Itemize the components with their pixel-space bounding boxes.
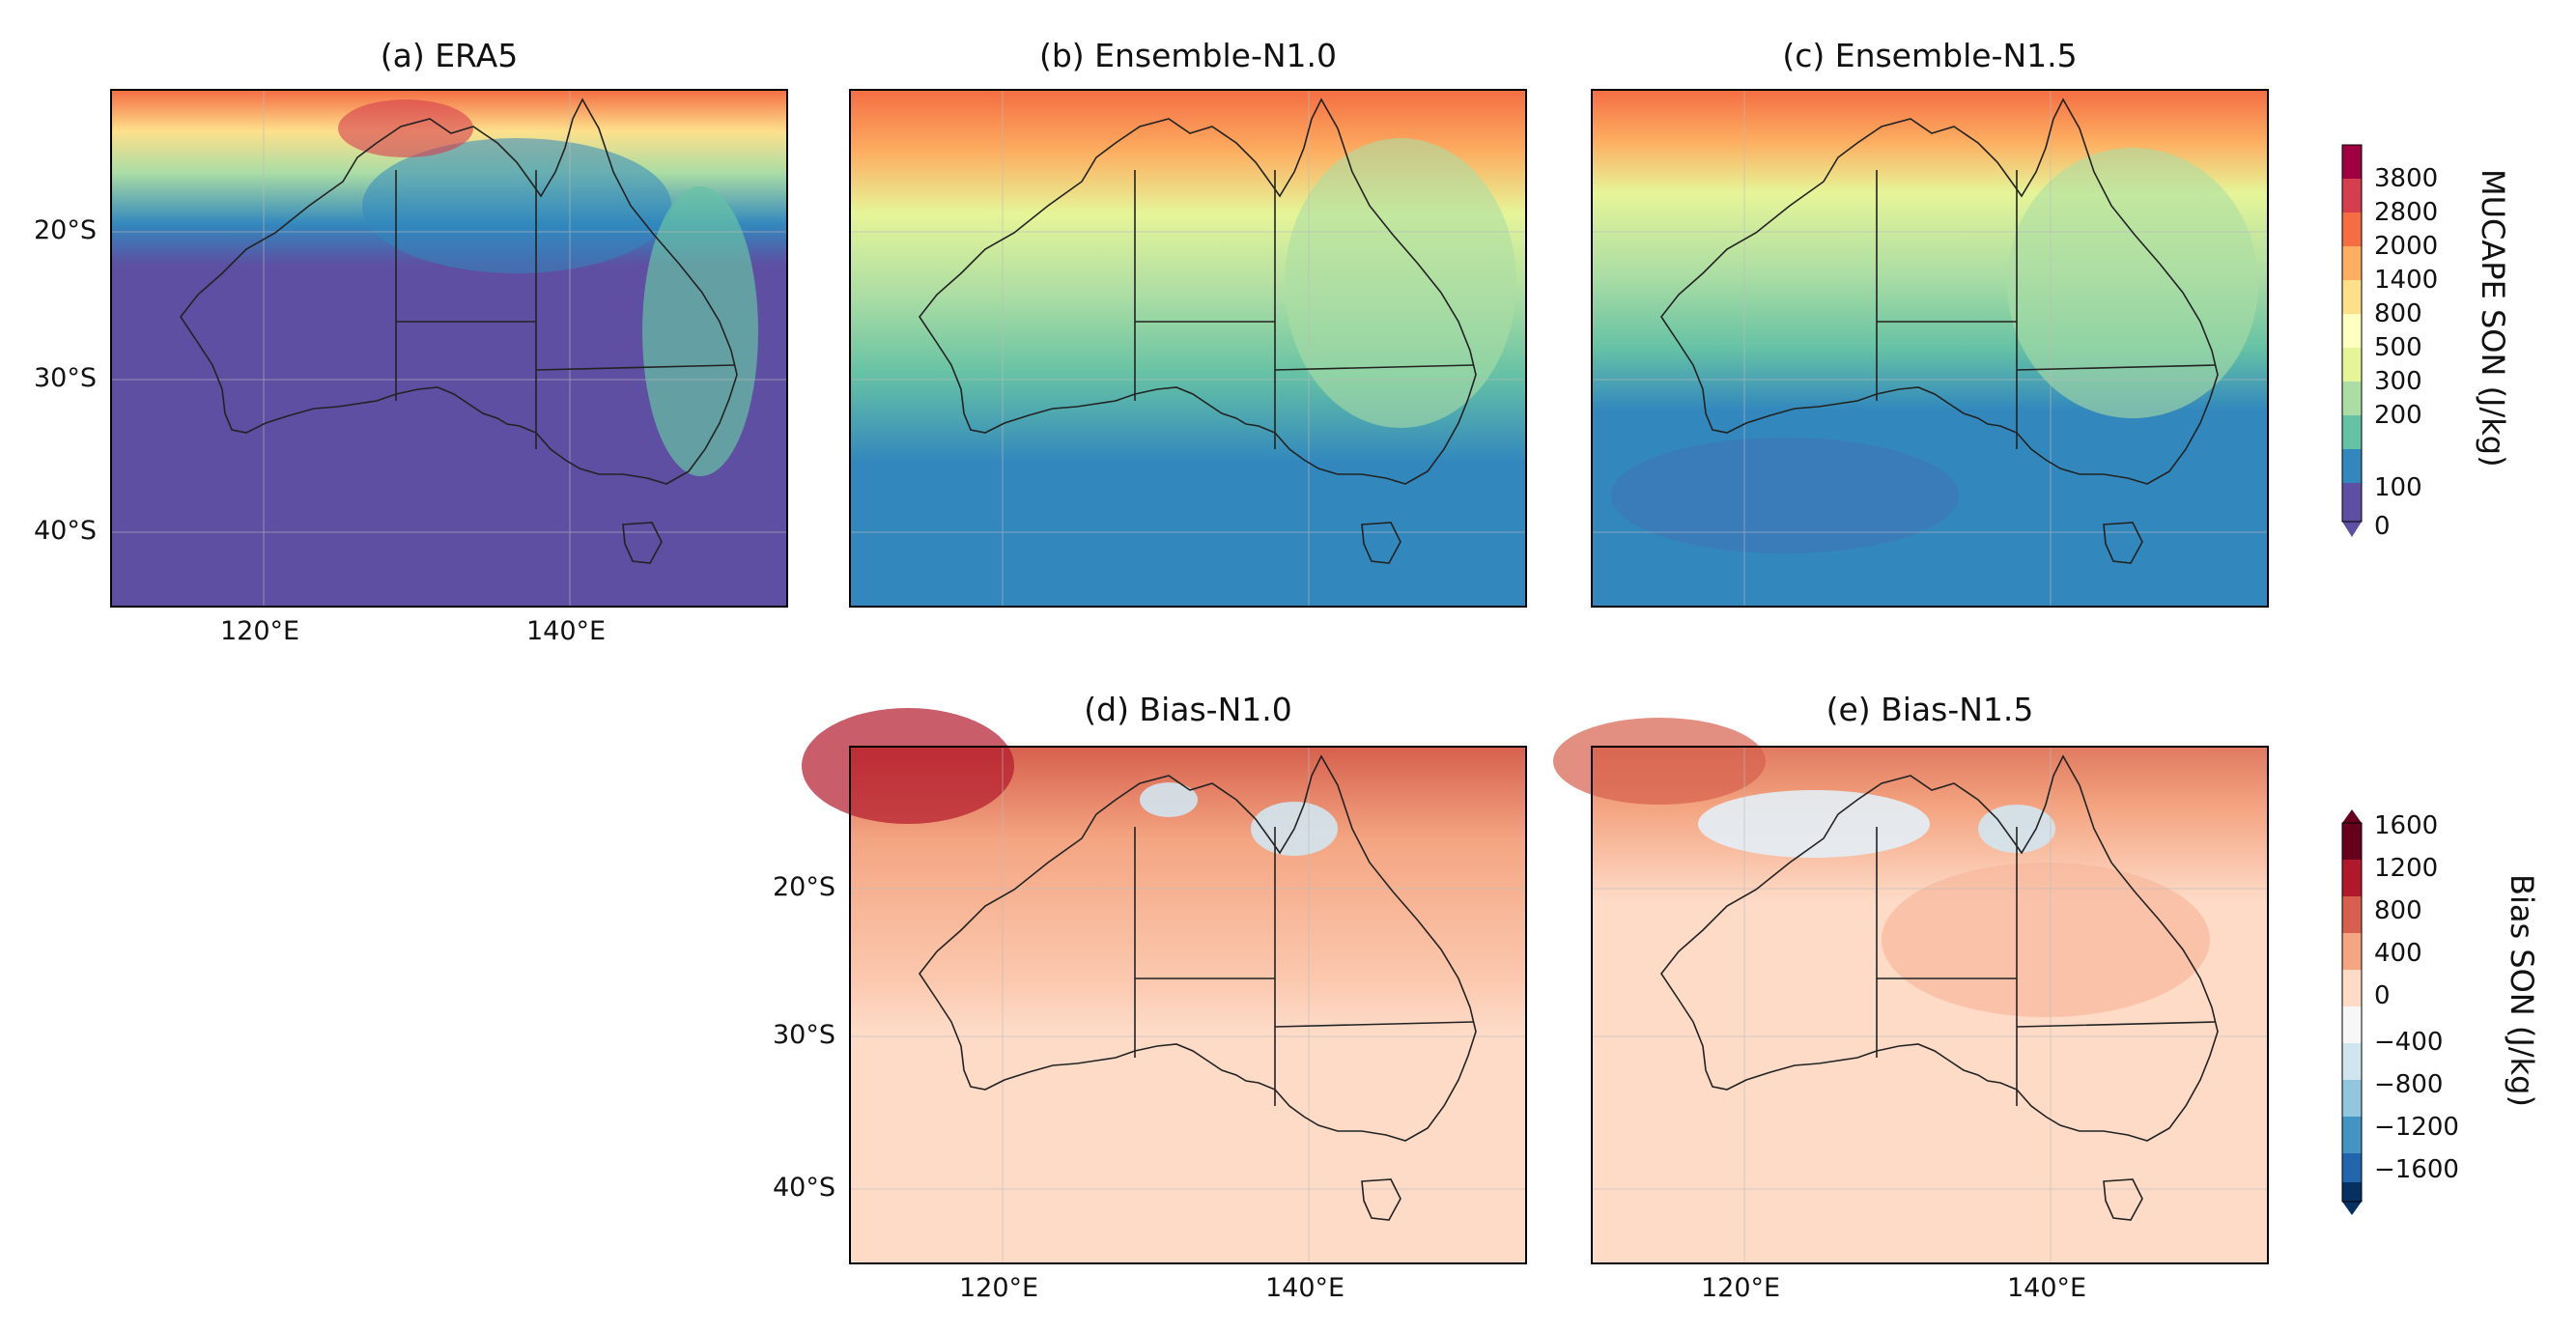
cb-bottom-tick: −1600 — [2374, 1155, 2459, 1184]
lat-tick-d-20: 20°S — [773, 872, 835, 902]
panel-title-c: (c) Ensemble-N1.5 — [1782, 37, 2078, 74]
lat-tick-d-30: 30°S — [773, 1020, 835, 1050]
panel-title-d: (d) Bias-N1.0 — [1084, 691, 1292, 728]
cb-top-label: MUCAPE SON (J/kg) — [2475, 169, 2511, 468]
cb-bottom-tick: −1200 — [2374, 1113, 2459, 1142]
cb-top-tick: 300 — [2374, 367, 2422, 396]
lon-tick-d-120: 120°E — [959, 1273, 1039, 1303]
cb-bottom-tick: 400 — [2374, 939, 2422, 968]
lat-tick-d-40: 40°S — [773, 1173, 835, 1203]
cb-top-tick: 2000 — [2374, 232, 2439, 261]
cb-top-tick: 100 — [2374, 473, 2422, 502]
lon-tick-d-140: 140°E — [1265, 1273, 1345, 1303]
cb-bottom-tick: −400 — [2374, 1028, 2444, 1057]
cb-top-tick: 500 — [2374, 333, 2422, 362]
panel-title-a: (a) ERA5 — [380, 37, 519, 74]
colorbar-bottom — [2341, 809, 2363, 1215]
cb-bottom-label: Bias SON (J/kg) — [2504, 874, 2540, 1107]
colorbar-top — [2341, 144, 2363, 537]
cb-bottom-tick: 0 — [2374, 981, 2391, 1010]
panel-title-b: (b) Ensemble-N1.0 — [1038, 37, 1338, 74]
lon-tick-a-120: 120°E — [220, 616, 300, 646]
cb-top-tick: 200 — [2374, 401, 2422, 430]
lon-tick-a-140: 140°E — [526, 616, 607, 646]
cb-top-tick: 2800 — [2374, 198, 2439, 227]
cb-bottom-tick: −800 — [2374, 1070, 2444, 1099]
lat-tick-a-20: 20°S — [34, 215, 97, 245]
map-panel-b — [849, 89, 1527, 608]
cb-bottom-tick: 800 — [2374, 896, 2422, 925]
cb-top-tick: 3800 — [2374, 164, 2439, 193]
map-panel-a — [110, 89, 788, 608]
cb-top-tick: 1400 — [2374, 266, 2439, 295]
lat-tick-a-30: 30°S — [34, 363, 97, 393]
panel-title-e: (e) Bias-N1.5 — [1826, 691, 2034, 728]
cb-top-tick: 0 — [2374, 512, 2391, 541]
cb-bottom-tick: 1600 — [2374, 811, 2439, 840]
map-panel-e — [1553, 718, 2269, 1264]
lon-tick-e-120: 120°E — [1701, 1273, 1781, 1303]
cb-top-tick: 800 — [2374, 299, 2422, 328]
map-panel-d — [802, 708, 1527, 1264]
lon-tick-e-140: 140°E — [2007, 1273, 2087, 1303]
cb-bottom-tick: 1200 — [2374, 854, 2439, 883]
map-panel-c — [1591, 89, 2269, 608]
lat-tick-a-40: 40°S — [34, 516, 97, 546]
